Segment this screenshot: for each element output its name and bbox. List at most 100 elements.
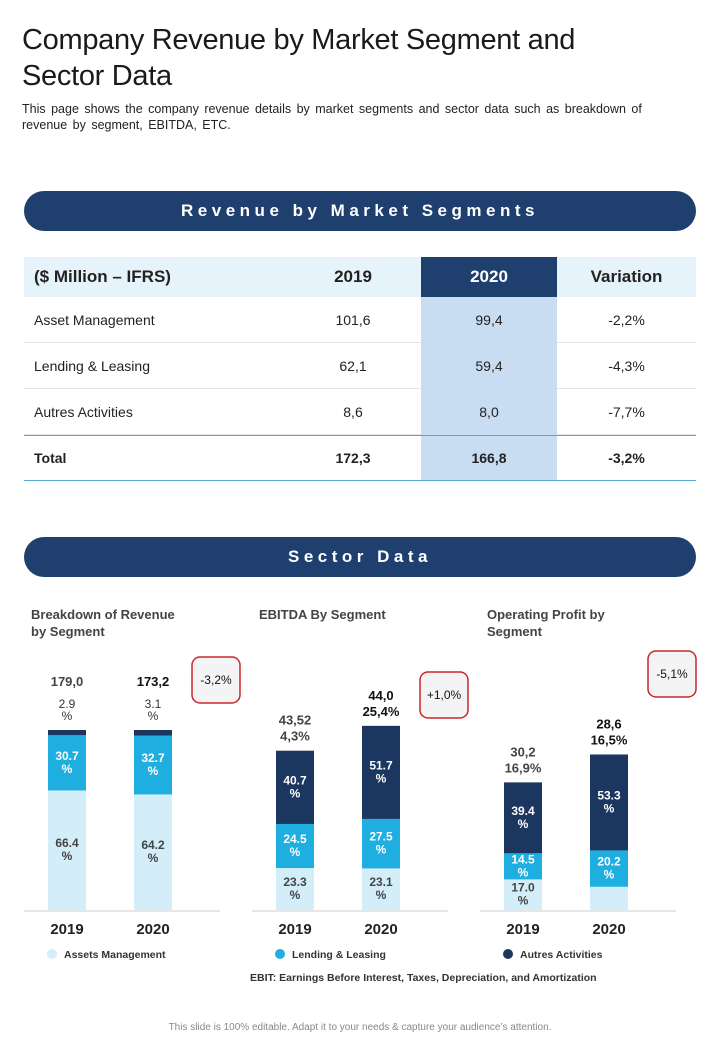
bar-segment (590, 850, 628, 887)
total-label: 173,2 (137, 674, 170, 689)
table-cell: 62,1 (285, 343, 421, 389)
section-banner: Revenue by Market Segments (24, 191, 696, 231)
data-label: 14.5% (511, 852, 535, 879)
legend-swatch (47, 949, 57, 959)
bar-segment (48, 790, 86, 910)
total-label: 179,0 (51, 674, 84, 689)
data-label: 23.1% (369, 875, 393, 902)
bar-segment (134, 794, 172, 910)
table-cell: Autres Activities (24, 389, 285, 435)
bar-segment (504, 879, 542, 910)
total-label: 30,2 (510, 744, 535, 759)
bar-segment (134, 735, 172, 795)
chart-title: EBITDA By Segment (259, 607, 386, 622)
bar-segment (590, 886, 628, 910)
data-label: 32.7% (141, 751, 165, 778)
table-row: ($ Million – IFRS) 2019 2020 Variation (24, 257, 696, 297)
x-tick-label: 2020 (592, 921, 625, 938)
table-cell: 2019 (285, 257, 421, 297)
data-label: 17.0% (511, 881, 535, 908)
table-cell: -7,7% (557, 389, 696, 435)
page-title: Company Revenue by Market Segment and Se… (22, 24, 576, 92)
data-label: 30.7% (55, 749, 79, 776)
table-cell: 59,4 (421, 343, 557, 389)
margin-label: 16,5% (591, 732, 628, 747)
data-label: 20.2% (597, 855, 621, 882)
table-cell: ($ Million – IFRS) (24, 257, 285, 297)
variation-badge (419, 671, 469, 719)
table-cell: Total (34, 450, 67, 466)
chart-title: Operating Profit by Segment (487, 607, 605, 639)
data-label: 3.1% (145, 697, 162, 723)
variation-label: +1,0% (427, 688, 462, 702)
table-row: Total 172,3 166,8 -3,2% (24, 435, 696, 481)
data-label: 2.9% (59, 697, 76, 723)
variation-badge (191, 656, 241, 704)
total-label: 28,6 (596, 716, 621, 731)
bar-segment (504, 782, 542, 854)
table-row: Asset Management 101,6 99,4 -2,2% (24, 297, 696, 343)
x-tick-label: 2019 (506, 921, 539, 938)
variation-label: -5,1% (656, 667, 688, 681)
table-cell: Lending & Leasing (24, 343, 285, 389)
x-tick-label: 2020 (364, 921, 397, 938)
legend-label: Autres Activities (520, 949, 603, 961)
bar-segment (276, 823, 314, 869)
bar-segment (590, 754, 628, 851)
x-tick-label: 2019 (278, 921, 311, 938)
revenue-table: ($ Million – IFRS) 2019 2020 Variation Asset… (24, 257, 696, 481)
total-label: 43,52 (279, 713, 312, 728)
table-cell: 99,4 (421, 297, 557, 343)
table-cell: -3,2% (608, 450, 645, 466)
bar-segment (362, 818, 400, 869)
data-label: 27.5% (369, 830, 393, 857)
table-cell: 2020 (421, 257, 557, 297)
data-label: 51.7% (369, 758, 393, 785)
legend-label: Lending & Leasing (292, 949, 386, 961)
legend-swatch (275, 949, 285, 959)
bar-segment (134, 730, 172, 736)
margin-label: 4,3% (280, 729, 310, 744)
table-cell: 172,3 (335, 450, 371, 466)
legend-swatch (503, 949, 513, 959)
total-label: 44,0 (368, 688, 393, 703)
bar-segment (362, 725, 400, 819)
section-banner: Sector Data (24, 537, 696, 577)
data-label: 39.4% (511, 804, 535, 831)
data-label: 64.2% (141, 838, 165, 865)
footer: This slide is 100% editable. Adapt it to… (168, 1022, 552, 1033)
table-cell: 8,6 (285, 389, 421, 435)
x-tick-label: 2019 (50, 921, 83, 938)
data-label: 40.7% (283, 773, 307, 800)
bar-segment (48, 730, 86, 736)
data-label: 24.5% (283, 832, 307, 859)
table-cell: -2,2% (557, 297, 696, 343)
footnote: EBIT: Earnings Before Interest, Taxes, D… (250, 972, 597, 984)
data-label: 66.4% (55, 836, 79, 863)
variation-badge (647, 650, 697, 698)
data-label: 53.3% (597, 788, 621, 815)
table-row: Lending & Leasing 62,1 59,4 -4,3% (24, 343, 696, 389)
bar-segment (276, 868, 314, 910)
x-tick-label: 2020 (136, 921, 169, 938)
chart-title: Breakdown of Revenue by Segment (31, 607, 175, 639)
margin-label: 25,4% (363, 704, 400, 719)
table-row: Autres Activities 8,6 8,0 -7,7% (24, 389, 696, 435)
table-cell: Asset Management (24, 297, 285, 343)
table-cell: -4,3% (557, 343, 696, 389)
table-cell: 166,8 (421, 436, 557, 480)
legend-label: Assets Management (64, 949, 166, 961)
table-cell: 8,0 (421, 389, 557, 435)
data-label: 23.3% (283, 875, 307, 902)
bar-segment (362, 868, 400, 910)
bar-segment (48, 735, 86, 791)
variation-label: -3,2% (200, 673, 232, 687)
margin-label: 16,9% (505, 760, 542, 775)
bar-segment (276, 750, 314, 824)
table-cell: 101,6 (285, 297, 421, 343)
bar-segment (504, 853, 542, 880)
page-subtitle: This page shows the company revenue deta… (22, 102, 642, 132)
table-cell: Variation (557, 257, 696, 297)
